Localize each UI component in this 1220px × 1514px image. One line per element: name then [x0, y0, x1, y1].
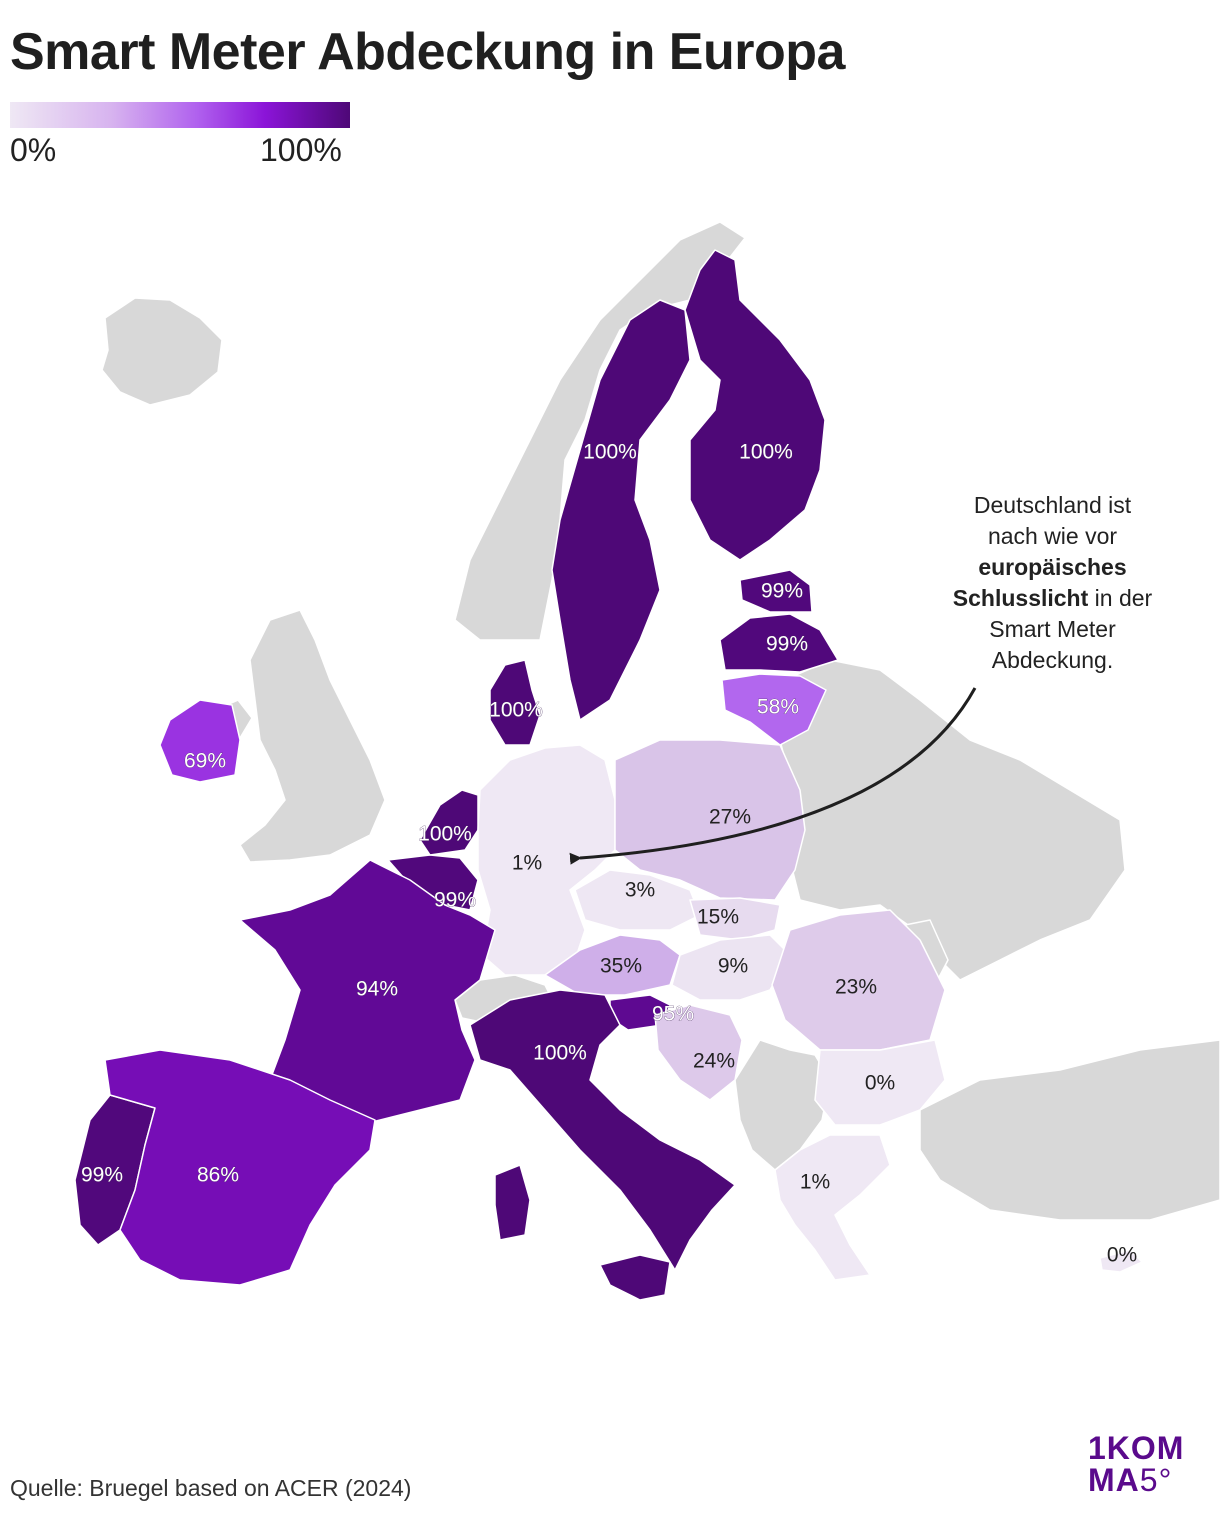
- country-romania: [771, 909, 946, 1051]
- label-sweden: 100%: [583, 441, 637, 464]
- country-netherlands: [419, 789, 479, 856]
- annotation-line-5: Abdeckung.: [991, 647, 1114, 673]
- country-germany: [477, 744, 616, 976]
- country-ireland: [159, 699, 241, 783]
- country-spain: [104, 1049, 376, 1286]
- country-latvia: [719, 613, 839, 673]
- annotation-arrow: [569, 687, 977, 865]
- label-hungary: 9%: [718, 955, 748, 978]
- label-poland: 27%: [709, 806, 751, 829]
- country-bulgaria: [814, 1039, 946, 1126]
- label-bulgaria: 0%: [865, 1072, 895, 1095]
- country-finland: [684, 249, 826, 561]
- logo-line-2a: MA: [1088, 1462, 1140, 1498]
- legend-max-label: 100%: [260, 132, 342, 168]
- country-croatia: [654, 1004, 743, 1101]
- annotation-bold-1: europäisches: [978, 554, 1127, 580]
- label-netherlands: 100%: [418, 823, 472, 846]
- annotation-line-1: Deutschland ist: [973, 492, 1132, 518]
- country-labels: 100% 100% 99% 99% 58% 100% 69% 100% 99% …: [81, 440, 1137, 1267]
- country-slovakia: [689, 897, 781, 941]
- annotation-line-3: in der: [1088, 585, 1153, 611]
- label-estonia: 99%: [761, 580, 803, 603]
- country-italy: [469, 989, 736, 1271]
- country-sicily: [599, 1254, 671, 1301]
- country-greece: [774, 1134, 891, 1281]
- label-denmark: 100%: [489, 699, 543, 722]
- brand-logo: 1KOM MA5°: [1088, 1432, 1208, 1496]
- label-germany: 1%: [512, 852, 542, 875]
- annotation-line-4: Smart Meter: [989, 616, 1116, 642]
- label-belgium: 99%: [434, 889, 476, 912]
- label-greece: 1%: [800, 1171, 830, 1194]
- great-britain: [239, 609, 386, 863]
- balkans: [734, 1039, 831, 1171]
- label-spain: 86%: [197, 1164, 239, 1187]
- label-czechia: 3%: [625, 879, 655, 902]
- label-croatia: 24%: [693, 1050, 735, 1073]
- label-romania: 23%: [835, 976, 877, 999]
- country-hungary: [671, 934, 791, 1001]
- iceland: [101, 297, 223, 406]
- country-lithuania: [721, 673, 827, 746]
- label-austria: 35%: [600, 955, 642, 978]
- logo-line-1: 1KOM: [1088, 1430, 1185, 1466]
- country-france: [239, 859, 496, 1126]
- country-sweden: [551, 299, 691, 721]
- source-note: Quelle: Bruegel based on ACER (2024): [10, 1475, 412, 1501]
- label-slovenia: 95%: [652, 1003, 694, 1026]
- label-cyprus: 0%: [1107, 1244, 1137, 1267]
- logo-line-2b: 5°: [1139, 1462, 1173, 1498]
- legend-min-label: 0%: [10, 132, 57, 168]
- country-estonia: [739, 569, 813, 613]
- country-sardinia: [494, 1164, 531, 1241]
- label-slovakia: 15%: [697, 906, 739, 929]
- country-denmark: [489, 659, 541, 746]
- color-scale-legend: [10, 102, 350, 128]
- annotation-line-2: nach wie vor: [987, 523, 1118, 549]
- label-portugal: 99%: [81, 1164, 123, 1187]
- data-countries: [74, 249, 1143, 1301]
- annotation-bold-2: Schlusslicht: [952, 585, 1089, 611]
- label-france: 94%: [356, 978, 398, 1001]
- label-lithuania: 58%: [757, 696, 799, 719]
- country-cyprus: [1099, 1249, 1143, 1273]
- page-title: Smart Meter Abdeckung in Europa: [10, 23, 845, 81]
- label-italy: 100%: [533, 1042, 587, 1065]
- turkey: [919, 1039, 1220, 1221]
- label-latvia: 99%: [766, 633, 808, 656]
- label-ireland: 69%: [184, 750, 226, 773]
- germany-annotation: Deutschland ist nach wie vor europäische…: [920, 490, 1185, 676]
- label-finland: 100%: [739, 441, 793, 464]
